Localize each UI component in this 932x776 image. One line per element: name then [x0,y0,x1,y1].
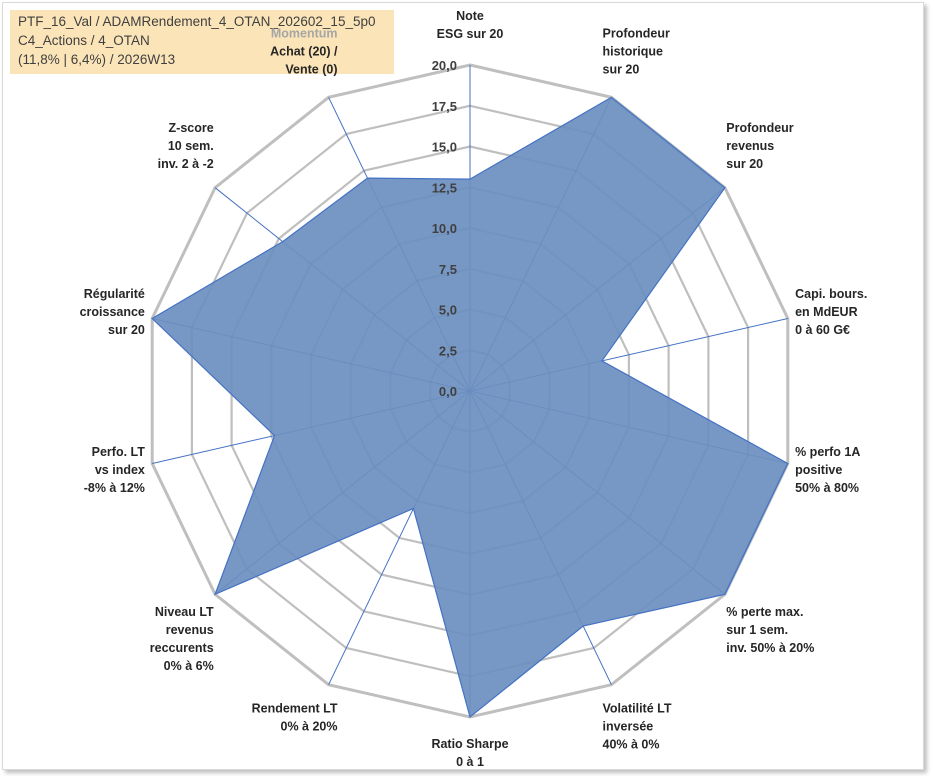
axis-label-line: Rendement LT [252,702,338,716]
axis-label-5: % perte max. sur 1 sem. inv. 50% à 20% [726,605,814,655]
axis-label-line: 0 à 60 G€ [795,323,850,337]
axis-label-line: 0% à 20% [281,720,338,734]
info-line-3: (11,8% | 6,4%) / 2026W13 [18,52,176,67]
axis-label-line: reccurents [150,641,214,655]
axis-label-line: inv. 50% à 20% [726,641,814,655]
axis-label-8: Rendement LT 0% à 20% [252,702,338,734]
axis-label-1: Profondeur historique sur 20 [603,26,670,76]
axis-label-0: Note ESG sur 20 [437,9,504,41]
tick-label: 7,5 [439,262,457,277]
axis-label-line: Momentum [271,26,338,40]
axis-label-line: ESG sur 20 [437,27,504,41]
axis-label-13: Momentum Achat (20) / Vente (0) [270,26,338,76]
tick-label: 12,5 [432,180,457,195]
axis-label-11: Régularité croissance sur 20 [80,287,145,337]
axis-label-line: sur 20 [108,323,145,337]
axis-label-2: Profondeur revenus sur 20 [726,121,793,171]
axis-label-line: 0% à 6% [164,659,214,673]
axis-label-line: croissance [80,305,145,319]
axis-label-line: 10 sem. [168,139,214,153]
info-line-1: PTF_16_Val / ADAMRendement_4_OTAN_202602… [18,14,376,29]
axis-label-line: Volatilité LT [603,702,672,716]
axis-label-line: revenus [166,623,214,637]
tick-label: 17,5 [432,99,457,114]
radar-axis-labels: Note ESG sur 20 Profondeur historique sur 20… [80,9,868,769]
axis-label-9: Niveau LT revenus reccurents 0% à 6% [150,605,214,673]
axis-label-line: Z-score [169,121,214,135]
axis-label-line: Niveau LT [155,605,214,619]
axis-label-line: sur 1 sem. [726,623,788,637]
axis-label-4: % perfo 1A positive 50% à 80% [795,445,860,495]
axis-label-line: -8% à 12% [84,481,145,495]
tick-label: 10,0 [432,221,457,236]
axis-label-line: Achat (20) / [270,44,338,58]
axis-label-line: 40% à 0% [603,738,660,752]
axis-label-line: Vente (0) [285,62,337,76]
portfolio-info-box: PTF_16_Val / ADAMRendement_4_OTAN_202602… [10,10,394,74]
axis-label-line: vs index [95,463,145,477]
tick-label: 0,0 [439,384,457,399]
axis-label-line: inv. 2 à -2 [158,157,214,171]
axis-label-line: en MdEUR [795,305,858,319]
radar-tick-labels: 0,0 2,5 5,0 7,5 10,0 12,5 15,0 17,5 20,0 [432,58,457,399]
axis-label-line: inversée [603,720,654,734]
tick-label: 2,5 [439,343,457,358]
axis-label-line: Profondeur [726,121,793,135]
axis-label-line: sur 20 [726,157,763,171]
axis-label-line: Profondeur [603,26,670,40]
tick-label: 5,0 [439,303,457,318]
axis-label-line: historique [603,44,663,58]
axis-label-12: Z-score 10 sem. inv. 2 à -2 [158,121,214,171]
axis-label-line: Note [456,9,484,23]
axis-label-line: 50% à 80% [795,481,859,495]
axis-label-line: sur 20 [603,62,640,76]
axis-label-line: Perfo. LT [92,445,146,459]
axis-label-line: % perfo 1A [795,445,860,459]
tick-label: 15,0 [432,140,457,155]
radar-series [151,96,789,719]
axis-label-line: % perte max. [726,605,803,619]
axis-label-line: Régularité [84,287,145,301]
axis-label-line: Ratio Sharpe [431,737,508,751]
axis-label-3: Capi. bours. en MdEUR 0 à 60 G€ [795,287,867,337]
tick-label: 20,0 [432,58,457,73]
axis-label-6: Volatilité LT inversée 40% à 0% [603,702,672,752]
axis-label-7: Ratio Sharpe 0 à 1 [431,737,508,769]
series-polygon [151,96,789,719]
axis-label-line: revenus [726,139,774,153]
info-line-2: C4_Actions / 4_OTAN [18,33,150,48]
axis-label-line: Capi. bours. [795,287,867,301]
axis-label-line: positive [795,463,842,477]
axis-label-10: Perfo. LT vs index -8% à 12% [84,445,146,495]
axis-label-line: 0 à 1 [456,755,484,769]
